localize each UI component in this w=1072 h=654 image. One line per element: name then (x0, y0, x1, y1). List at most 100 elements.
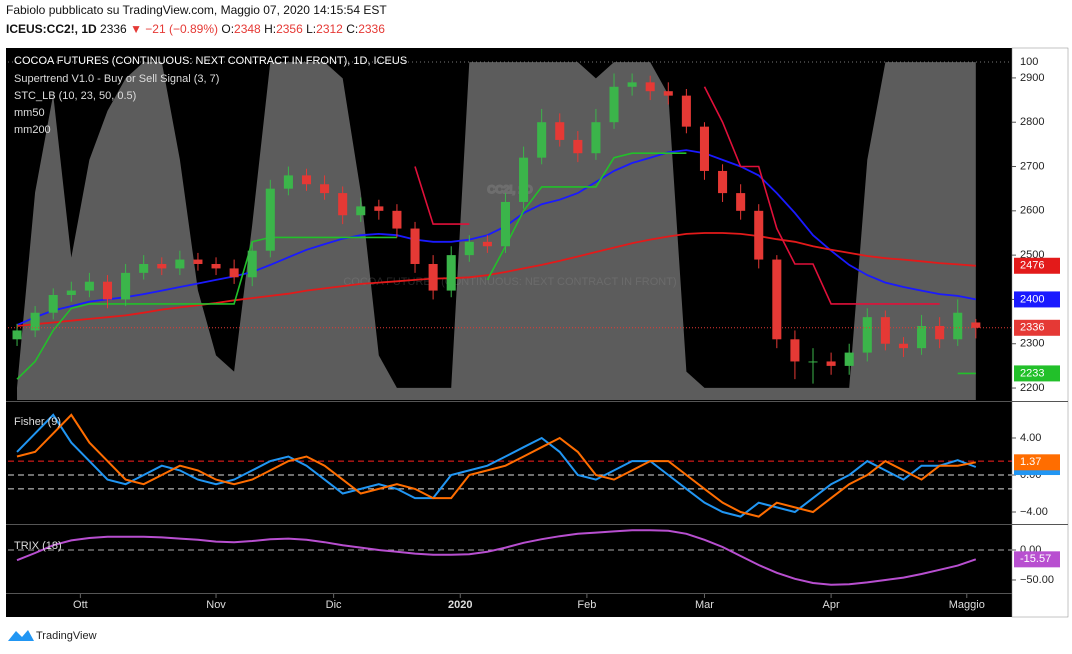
y-tick-label: 2600 (1020, 205, 1044, 217)
candle-body (917, 326, 927, 349)
candle-body (48, 295, 58, 313)
value-tag-label: 2476 (1020, 260, 1044, 272)
candle-body (356, 206, 366, 216)
candle-body (808, 361, 818, 363)
candle-body (229, 268, 239, 278)
x-tick-label: Feb (577, 599, 596, 611)
candle-body (772, 259, 782, 340)
indicator-line (16, 413, 977, 518)
legend-entry: STC_LB (10, 23, 50, 0.5) (14, 90, 136, 102)
candle-body (283, 175, 293, 189)
y-tick-label: −50.00 (1020, 574, 1054, 586)
quote-line: ICEUS:CC2!, 1D 2336 ▼ −21 (−0.89%) O:234… (6, 22, 385, 36)
value-tag-label: 1.37 (1020, 456, 1041, 468)
legend-title: COCOA FUTURES (CONTINUOUS: NEXT CONTRACT… (14, 55, 407, 67)
pane-title: Fisher (9) (14, 416, 61, 428)
candle-body (464, 241, 474, 256)
candle-body (193, 259, 203, 264)
value-tag-label: 2233 (1020, 367, 1044, 379)
candle-body (790, 339, 800, 362)
footer-logo: TradingView (8, 630, 97, 642)
value-tag (1014, 454, 1060, 471)
candle-body (374, 206, 384, 211)
value-tag (1014, 291, 1060, 308)
value-tag-label: 2336 (1020, 322, 1044, 334)
supertrend-down-line (414, 86, 940, 305)
candle-body (880, 317, 890, 344)
x-tick-label: Mar (695, 599, 714, 611)
candle-body (428, 263, 438, 291)
ohlc-value: 2356 (276, 22, 303, 36)
footer-brand: TradingView (36, 630, 97, 642)
logo-icon (8, 630, 34, 641)
ohlc-value: 2348 (234, 22, 261, 36)
candle-body (826, 361, 836, 366)
candle-body (265, 188, 275, 251)
y-tick-label: −4.00 (1020, 506, 1048, 518)
candle-body (175, 259, 185, 269)
candle-body (410, 228, 420, 264)
moving-average-line (16, 232, 976, 327)
candle-body (247, 250, 257, 278)
candle-body (844, 352, 854, 366)
candle-body (591, 122, 601, 154)
value-tag-label: -15.57 (1020, 553, 1051, 565)
candle-body (609, 86, 619, 123)
candle-body (139, 263, 149, 273)
value-tag-label: 2400 (1020, 293, 1044, 305)
candle-body (301, 175, 312, 185)
ohlc-label: H: (264, 22, 276, 36)
candle-body (66, 290, 76, 295)
candle-body (84, 281, 94, 291)
candle-body (718, 170, 728, 194)
candle-body (537, 122, 547, 158)
legend-entry: mm200 (14, 124, 51, 136)
moving-average-line (16, 149, 976, 326)
symbol: ICEUS:CC2!, 1D (6, 22, 97, 36)
candle-body (446, 255, 456, 291)
x-tick-label: Nov (206, 599, 226, 611)
indicator-line (16, 529, 977, 586)
pane-title: TRIX (18) (14, 540, 62, 552)
candle-body (645, 82, 655, 92)
candle-body (573, 139, 583, 154)
x-tick-label: Dic (326, 599, 342, 611)
candle-body (30, 312, 40, 331)
indicator-line (16, 413, 976, 518)
ohlc-label: L: (306, 22, 316, 36)
candle-body (953, 312, 963, 340)
legend-entry: Supertrend V1.0 - Buy or Sell Signal (3,… (14, 73, 219, 85)
candle-body (736, 193, 746, 211)
candle-body (754, 210, 764, 260)
candle-body (519, 157, 529, 202)
candle-body (157, 263, 167, 269)
x-tick-label: Apr (823, 599, 840, 611)
ohlc-label: C: (346, 22, 358, 36)
stc-tick-label: 100 (1020, 56, 1038, 68)
last-price: 2336 (100, 22, 127, 36)
x-tick-label: Ott (73, 599, 88, 611)
candle-body (699, 126, 709, 171)
y-tick-label: 2800 (1020, 116, 1044, 128)
value-tag (1014, 319, 1060, 336)
candle-body (500, 201, 510, 247)
candle-body (320, 184, 330, 194)
candle-body (392, 210, 402, 229)
plot-layer: CC2!, 1DCOCOA FUTURES (CONTINUOUS: NEXT … (8, 55, 1060, 611)
candle-body (971, 322, 981, 328)
candle-body (211, 263, 221, 269)
author-line: Fabiolo pubblicato su TradingView.com, M… (6, 3, 387, 17)
value-tag (1014, 551, 1060, 568)
candle-body (338, 193, 348, 216)
y-tick-label: 4.00 (1020, 432, 1041, 444)
candle-body (121, 272, 131, 300)
candle-body (482, 241, 492, 247)
supertrend-up-line (16, 152, 976, 380)
candle-body (681, 95, 691, 127)
y-tick-label: 2700 (1020, 160, 1044, 172)
ohlc-label: O: (221, 22, 234, 36)
value-tag (1014, 365, 1060, 382)
candle-body (862, 317, 872, 353)
